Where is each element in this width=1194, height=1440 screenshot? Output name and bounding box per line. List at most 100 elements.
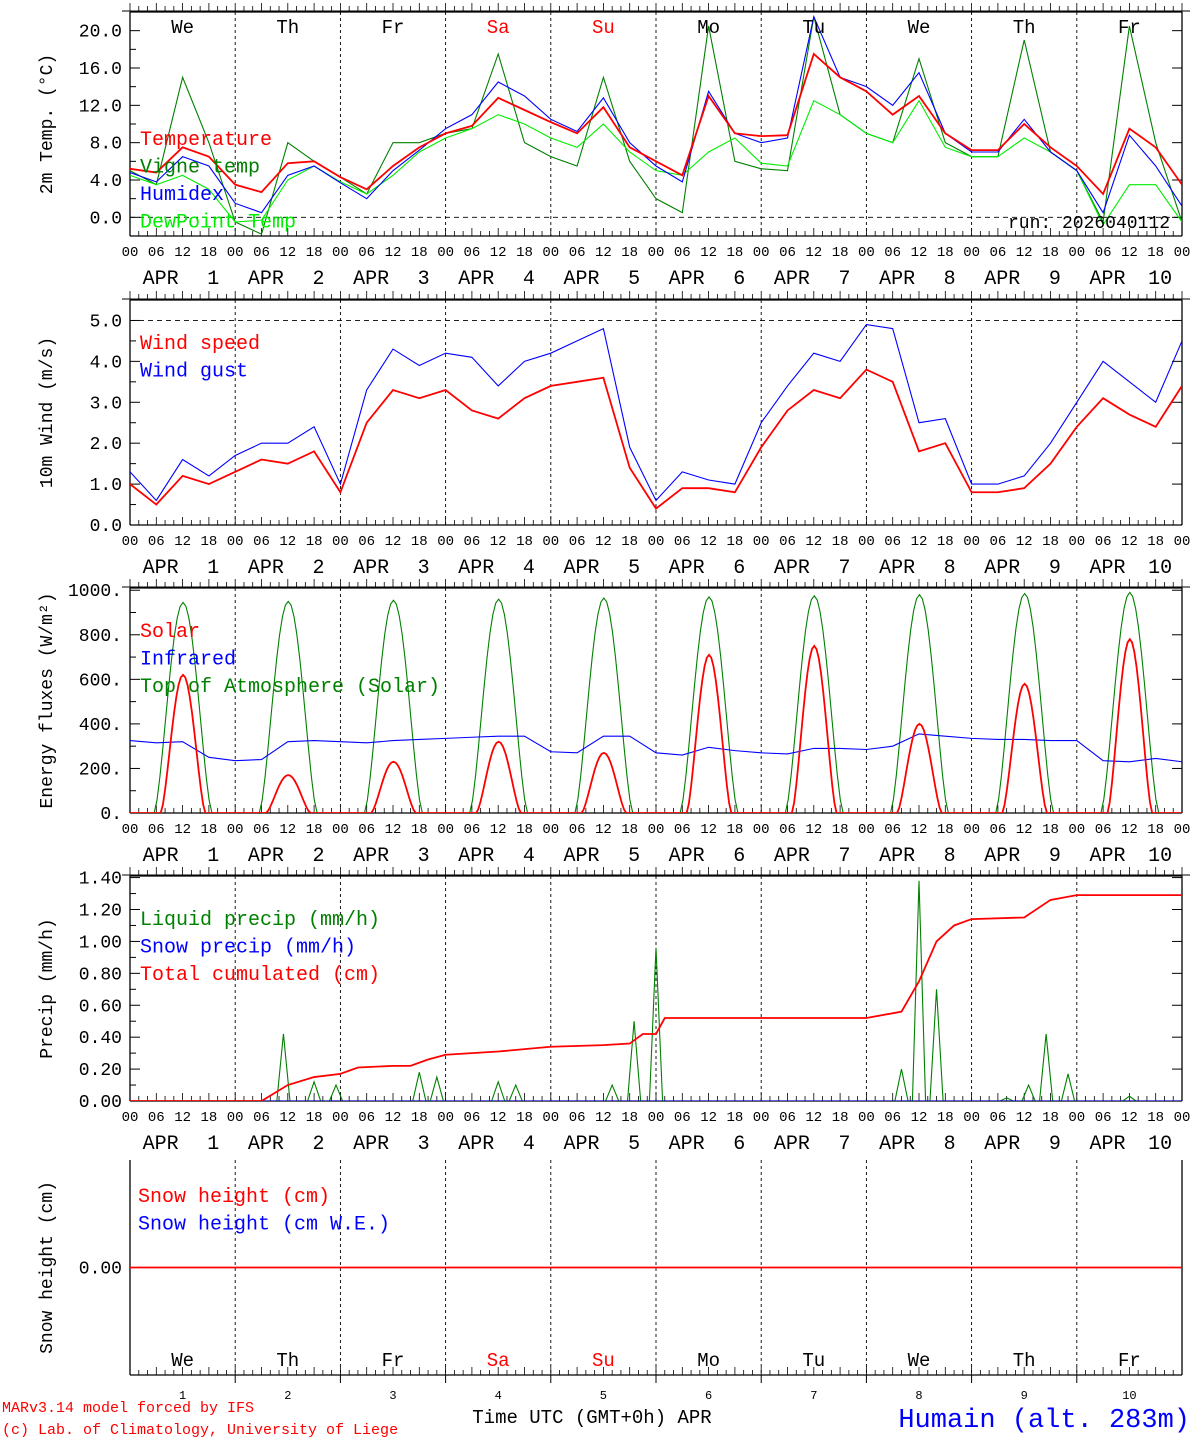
month-label: APR (669, 268, 705, 291)
hour-label: 06 (358, 822, 375, 838)
date-label: 9 (1049, 557, 1061, 580)
hour-label: 00 (648, 245, 665, 261)
hour-label: 18 (306, 245, 323, 261)
month-label: APR (669, 845, 705, 868)
series-group (130, 14, 1182, 235)
hour-label: 00 (858, 1110, 875, 1126)
hour-label: 06 (463, 822, 480, 838)
series-line-wind-gust (130, 323, 1182, 502)
date-label: 9 (1049, 845, 1061, 868)
hour-label: 06 (463, 1110, 480, 1126)
series-line-total-cumulated-cm- (130, 894, 1182, 1101)
date-label: 7 (838, 268, 850, 291)
series-line-temperature (130, 52, 1182, 196)
hour-label: 06 (148, 245, 165, 261)
hour-label: 00 (542, 245, 559, 261)
month-label: APR (353, 845, 389, 868)
x-axis-title: Time UTC (GMT+0h) APR (472, 1407, 711, 1429)
y-tick-label: 1000. (68, 582, 122, 602)
hour-label: 00 (542, 822, 559, 838)
hour-label: 00 (437, 822, 454, 838)
hour-label: 06 (989, 245, 1006, 261)
hour-label: 12 (385, 822, 402, 838)
hour-label: 18 (832, 534, 849, 550)
date-label: 5 (628, 1133, 640, 1156)
y-tick-label: 3.0 (90, 394, 122, 414)
hour-label: 06 (674, 534, 691, 550)
y-tick-label: 200. (79, 760, 122, 780)
hour-label: 06 (569, 245, 586, 261)
month-label: APR (563, 1133, 599, 1156)
day-name: Su (592, 17, 615, 39)
date-label: 3 (418, 557, 430, 580)
month-label: APR (353, 1133, 389, 1156)
day-name: We (171, 17, 194, 39)
day-name: We (171, 1350, 194, 1372)
hour-label: 18 (1042, 1110, 1059, 1126)
hour-label: 12 (1121, 245, 1138, 261)
series-line-solar (130, 637, 1182, 813)
hour-label: 06 (779, 822, 796, 838)
hour-label: 12 (700, 822, 717, 838)
day-name: Mo (697, 17, 720, 39)
date-number: 9 (1021, 1389, 1028, 1403)
month-label: APR (143, 268, 179, 291)
hour-label: 18 (726, 534, 743, 550)
y-axis-title: 2m Temp. (°C) (38, 54, 58, 194)
hour-label: 06 (1095, 822, 1112, 838)
hour-label: 12 (490, 1110, 507, 1126)
series-line-infrared (130, 733, 1182, 763)
day-name: Th (276, 17, 299, 39)
hour-label: 18 (1147, 534, 1164, 550)
hour-label: 12 (174, 245, 191, 261)
hour-label: 00 (1068, 822, 1085, 838)
month-label: APR (248, 268, 284, 291)
month-label: APR (879, 1133, 915, 1156)
hour-label: 18 (832, 245, 849, 261)
hour-label: 06 (463, 245, 480, 261)
month-label: APR (669, 1133, 705, 1156)
copyright-credit: (c) Lab. of Climatology, University of L… (2, 1422, 398, 1439)
hour-label: 00 (332, 1110, 349, 1126)
hour-label: 18 (411, 822, 428, 838)
hour-label: 00 (1068, 534, 1085, 550)
date-number: 7 (810, 1389, 817, 1403)
hour-label: 00 (858, 822, 875, 838)
hour-label: 06 (253, 822, 270, 838)
series-line-dewpoint-temp (130, 99, 1182, 226)
date-label: 10 (1148, 845, 1172, 868)
hour-label: 06 (253, 1110, 270, 1126)
month-label: APR (1089, 845, 1125, 868)
hour-label: 06 (148, 534, 165, 550)
hour-label: 06 (674, 822, 691, 838)
legend-entry: Wind speed (140, 333, 260, 356)
hour-label: 06 (989, 534, 1006, 550)
hour-label: 00 (1068, 245, 1085, 261)
y-tick-label: 0.40 (79, 1029, 122, 1049)
hour-label: 00 (542, 1110, 559, 1126)
hour-label: 00 (1174, 1110, 1191, 1126)
y-axis-title: Snow height (cm) (38, 1181, 58, 1354)
date-label: 8 (944, 268, 956, 291)
date-number: 4 (495, 1389, 502, 1403)
hour-label: 06 (569, 1110, 586, 1126)
legend-entry: Total cumulated (cm) (140, 964, 380, 987)
day-name: Sa (487, 17, 510, 39)
hour-label: 06 (1095, 1110, 1112, 1126)
hour-label: 18 (200, 534, 217, 550)
y-tick-label: 0.00 (79, 1260, 122, 1280)
hour-label: 00 (753, 534, 770, 550)
series-group (130, 880, 1182, 1101)
hour-label: 18 (1147, 822, 1164, 838)
hour-label: 00 (858, 245, 875, 261)
month-label: APR (563, 268, 599, 291)
hour-label: 18 (832, 822, 849, 838)
hour-label: 12 (1016, 822, 1033, 838)
hour-label: 18 (411, 245, 428, 261)
legend-entry: Vigne temp (140, 157, 260, 180)
hour-label: 18 (306, 534, 323, 550)
hour-label: 12 (700, 534, 717, 550)
y-tick-label: 0.0 (90, 209, 122, 229)
y-tick-label: 1.0 (90, 476, 122, 496)
